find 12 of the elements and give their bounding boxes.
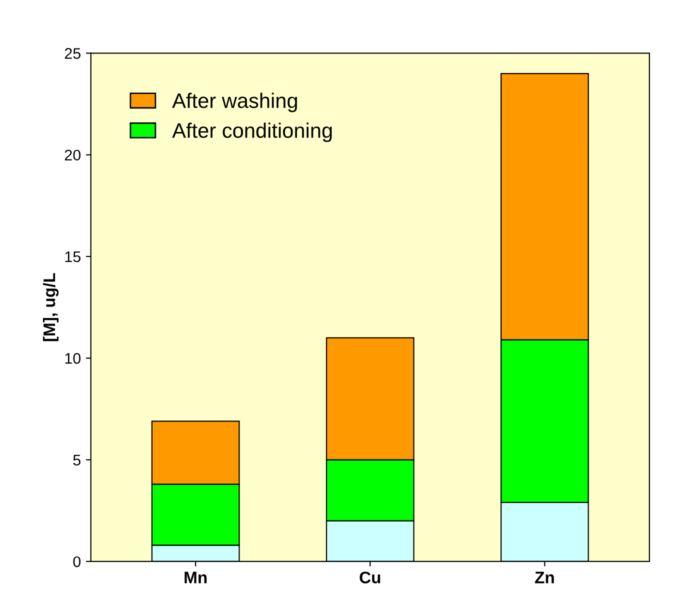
legend-label: After washing: [172, 92, 297, 112]
x-tick-label: Cu: [360, 572, 380, 584]
x-tick-label: Zn: [535, 572, 554, 584]
y-tick-label: 20: [64, 150, 81, 161]
y-tick-label: 5: [73, 454, 80, 466]
y-tick-label: 10: [65, 353, 81, 364]
y-axis-title: [M], ug/L: [42, 273, 59, 342]
legend-label: After conditioning: [172, 122, 332, 142]
y-tick-label: 25: [64, 48, 80, 59]
y-tick-label: 0: [73, 556, 81, 568]
y-tick-label: 15: [65, 252, 80, 262]
x-tick-label: Mn: [184, 572, 207, 584]
